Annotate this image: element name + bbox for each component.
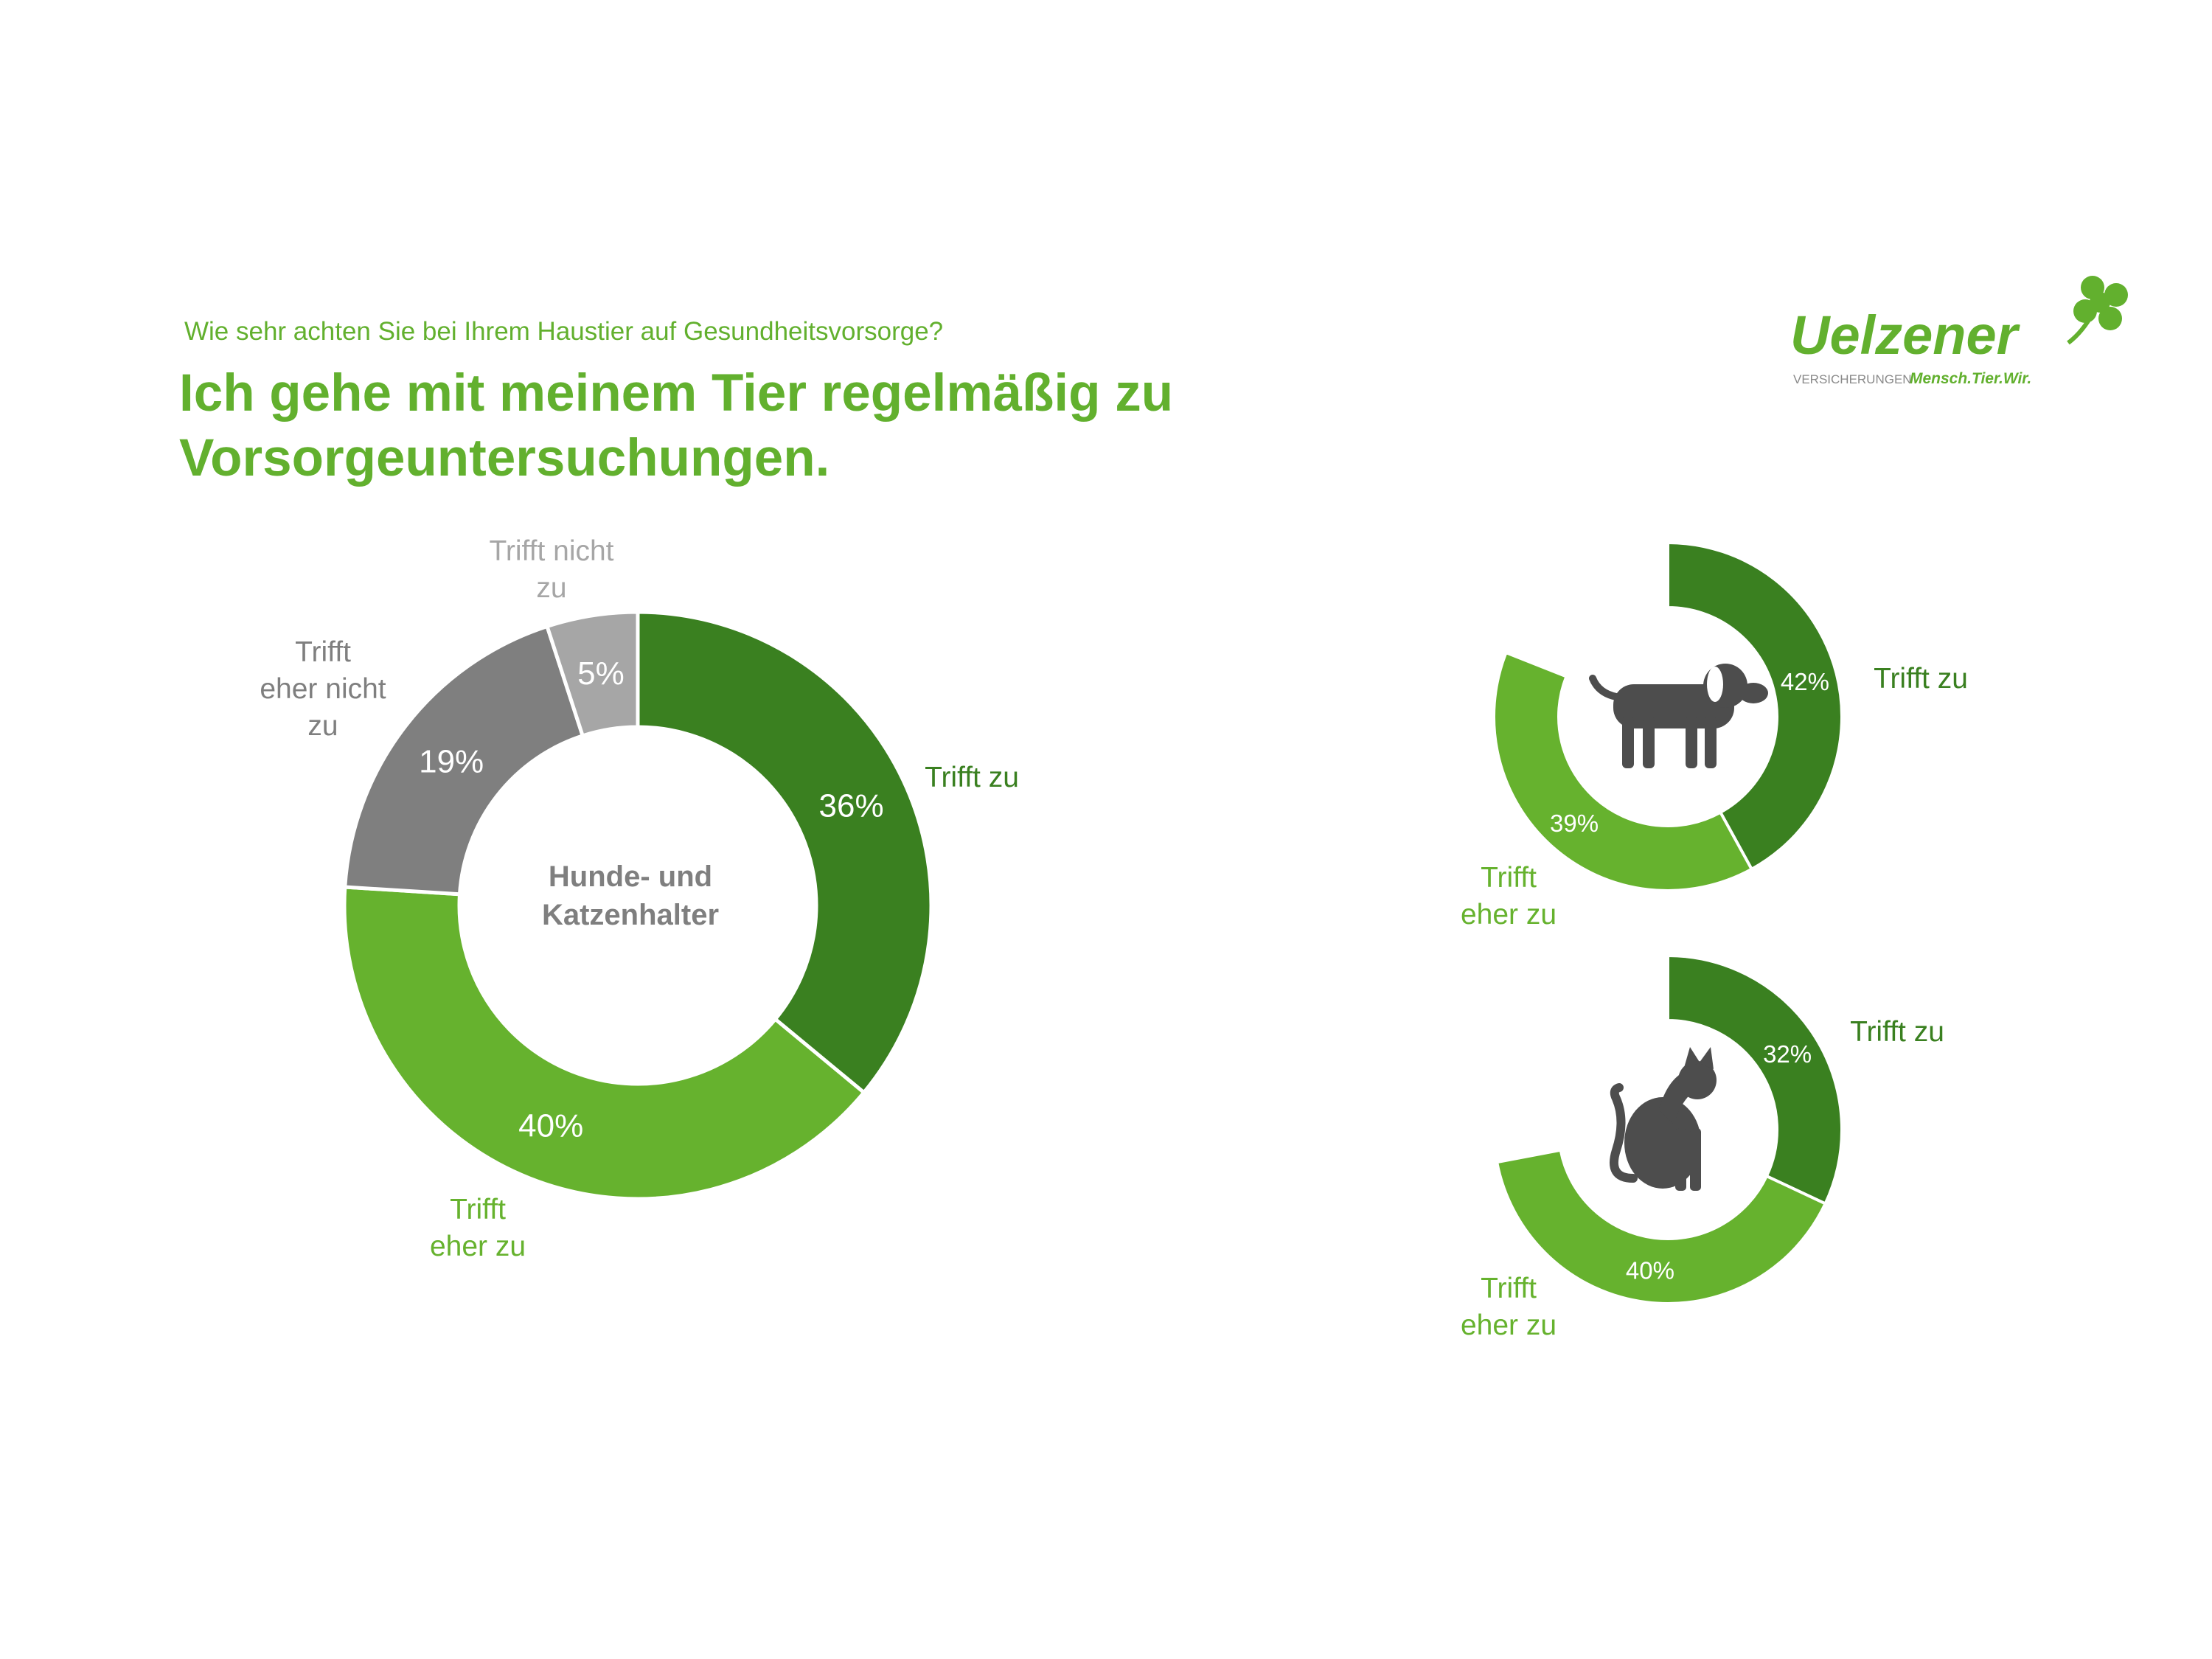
- dog-icon: [1589, 664, 1768, 768]
- logo-brand: Uelzener: [1790, 305, 2021, 366]
- slice-trifft-zu: [1666, 953, 1843, 1206]
- slice-trifft-eher-nicht-zu: [343, 624, 585, 897]
- category-label: Trifft zu: [1874, 663, 1968, 695]
- logo-tagline-right: Mensch.Tier.Wir.: [1910, 370, 2031, 387]
- value-label: 39%: [1550, 810, 1599, 837]
- slice-trifft-nicht-zu: [544, 610, 640, 738]
- cat-icon: [1609, 1047, 1717, 1191]
- page-title: Ich gehe mit meinem Tier regelmäßig zu V…: [179, 364, 1174, 487]
- slice-trifft-eher-zu: [1492, 650, 1754, 892]
- clover-icon: [2067, 276, 2128, 345]
- value-label: 40%: [1626, 1256, 1674, 1284]
- category-label: Trifft zu: [925, 762, 1019, 793]
- category-label: Trifft eher nicht zu: [260, 636, 386, 742]
- value-label: 40%: [518, 1107, 583, 1144]
- value-label: 36%: [819, 788, 884, 824]
- slice-trifft-zu: [1666, 540, 1843, 872]
- center-label: Hunde- und Katzenhalter: [542, 860, 719, 931]
- value-label: 32%: [1763, 1040, 1812, 1068]
- category-label: Trifft eher zu: [1461, 1273, 1557, 1341]
- value-label: 19%: [419, 744, 484, 780]
- slice-trifft-zu: [636, 610, 933, 1096]
- uelzener-logo: Uelzener VERSICHERUNGEN Mensch.Tier.Wir.: [1790, 276, 2128, 387]
- slice-trifft-eher-zu: [342, 885, 867, 1201]
- logo-tagline-left: VERSICHERUNGEN: [1793, 372, 1912, 386]
- category-label: Trifft zu: [1850, 1016, 1944, 1048]
- value-label: 42%: [1781, 668, 1829, 695]
- question-subtitle: Wie sehr achten Sie bei Ihrem Haustier a…: [184, 317, 944, 346]
- category-label: Trifft eher zu: [1461, 862, 1557, 931]
- category-label: Trifft nicht zu: [489, 535, 613, 604]
- value-label: 5%: [577, 655, 625, 692]
- slice-trifft-eher-zu: [1495, 1148, 1828, 1305]
- category-label: Trifft eher zu: [430, 1194, 526, 1262]
